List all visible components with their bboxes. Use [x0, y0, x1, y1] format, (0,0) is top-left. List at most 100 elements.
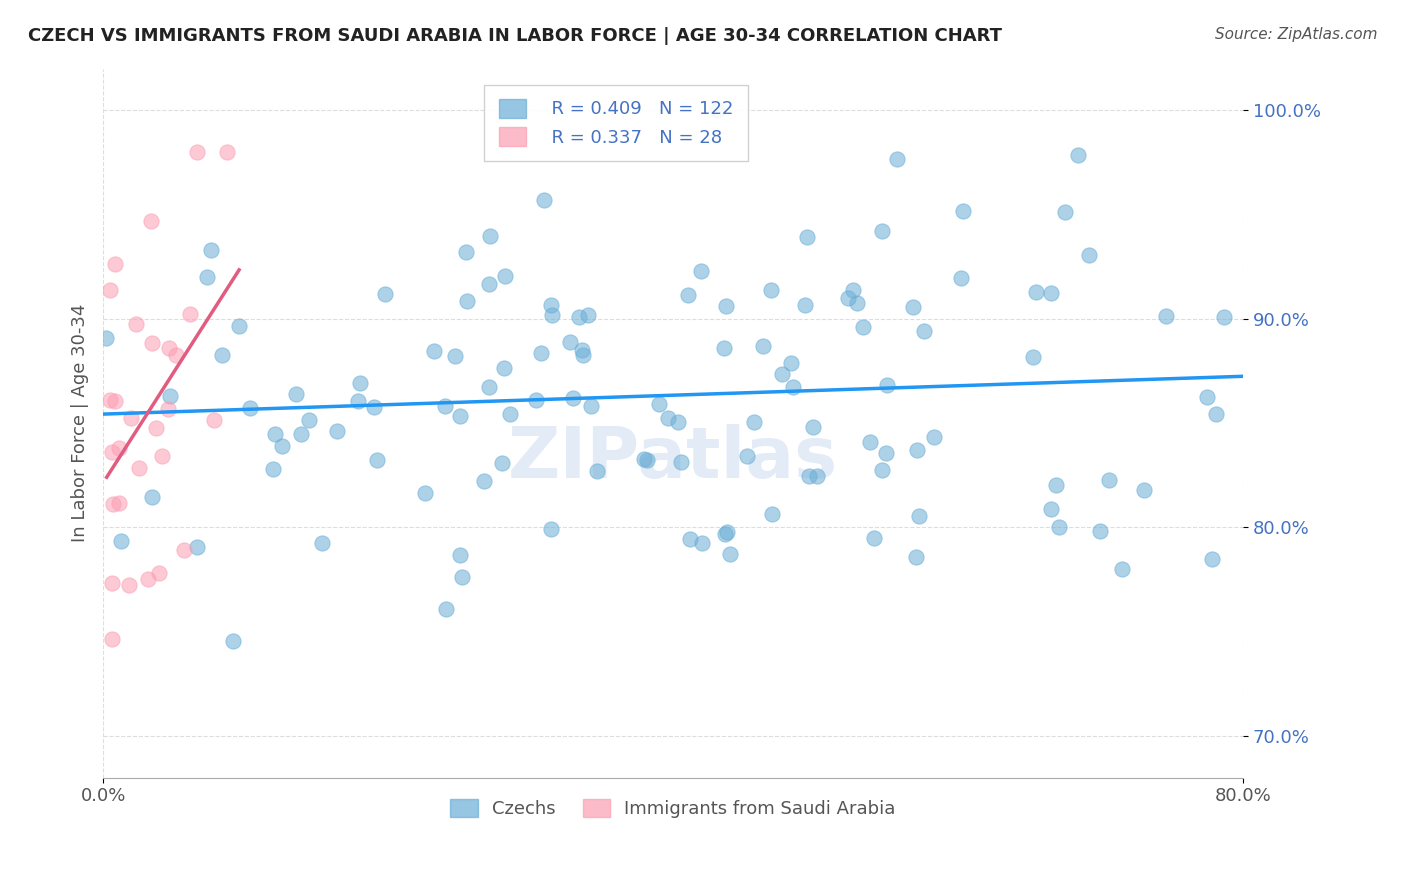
Point — [478, 277, 501, 291]
Point — [222, 634, 245, 648]
Point — [1022, 350, 1045, 364]
Point — [666, 415, 689, 429]
Point — [744, 415, 766, 429]
Point — [1025, 285, 1047, 299]
Point — [103, 257, 125, 271]
Point — [262, 461, 284, 475]
Point — [478, 228, 501, 243]
Point — [1045, 478, 1067, 492]
Point — [714, 527, 737, 541]
Point — [456, 293, 478, 308]
Point — [101, 576, 124, 591]
Point — [1133, 483, 1156, 498]
Point — [530, 346, 553, 360]
Point — [633, 451, 655, 466]
Point — [901, 301, 924, 315]
Point — [806, 469, 828, 483]
Point — [374, 286, 396, 301]
Point — [886, 153, 908, 167]
Point — [657, 410, 679, 425]
Point — [108, 441, 131, 455]
Point — [568, 310, 591, 325]
Point — [576, 309, 599, 323]
Point — [103, 394, 125, 409]
Point — [842, 283, 865, 297]
Point — [492, 360, 515, 375]
Point — [125, 317, 148, 331]
Point — [472, 474, 495, 488]
Point — [326, 424, 349, 438]
Point — [159, 389, 181, 403]
Point — [165, 348, 187, 362]
Point — [366, 452, 388, 467]
Point — [454, 245, 477, 260]
Point — [200, 243, 222, 257]
Point — [751, 339, 773, 353]
Point — [157, 341, 180, 355]
Legend: Czechs, Immigrants from Saudi Arabia: Czechs, Immigrants from Saudi Arabia — [443, 791, 903, 825]
Point — [101, 632, 124, 646]
Point — [1067, 148, 1090, 162]
Point — [690, 536, 713, 550]
Point — [96, 331, 118, 345]
Point — [148, 566, 170, 581]
Point — [780, 356, 803, 370]
Point — [363, 400, 385, 414]
Point — [585, 464, 607, 478]
Point — [572, 348, 595, 362]
Point — [145, 421, 167, 435]
Point — [136, 572, 159, 586]
Text: CZECH VS IMMIGRANTS FROM SAUDI ARABIA IN LABOR FORCE | AGE 30-34 CORRELATION CHA: CZECH VS IMMIGRANTS FROM SAUDI ARABIA IN… — [28, 27, 1002, 45]
Point — [859, 435, 882, 450]
Point — [1077, 248, 1099, 262]
Point — [449, 549, 471, 563]
Point — [264, 426, 287, 441]
Point — [202, 413, 225, 427]
Point — [141, 335, 163, 350]
Point — [141, 213, 163, 227]
Point — [679, 532, 702, 546]
Point — [540, 298, 562, 312]
Point — [648, 397, 671, 411]
Point — [1098, 473, 1121, 487]
Point — [870, 224, 893, 238]
Point — [211, 348, 233, 362]
Point — [98, 392, 121, 407]
Point — [875, 446, 897, 460]
Point — [524, 393, 547, 408]
Point — [796, 230, 818, 244]
Point — [669, 455, 692, 469]
Point — [1039, 286, 1062, 301]
Point — [150, 449, 173, 463]
Point — [478, 380, 501, 394]
Point — [1111, 562, 1133, 576]
Point — [799, 469, 821, 483]
Point — [117, 577, 139, 591]
Point — [1088, 524, 1111, 539]
Point — [451, 570, 474, 584]
Point — [98, 283, 121, 297]
Point — [1212, 310, 1234, 324]
Point — [141, 490, 163, 504]
Point — [347, 394, 370, 409]
Point — [499, 407, 522, 421]
Point — [1053, 204, 1076, 219]
Point — [863, 531, 886, 545]
Text: ZIPatlas: ZIPatlas — [508, 424, 838, 493]
Point — [714, 299, 737, 313]
Point — [716, 524, 738, 539]
Point — [422, 344, 444, 359]
Point — [952, 203, 974, 218]
Point — [801, 419, 824, 434]
Point — [561, 391, 583, 405]
Point — [443, 349, 465, 363]
Point — [713, 341, 735, 355]
Point — [297, 413, 319, 427]
Point — [905, 550, 928, 565]
Point — [558, 335, 581, 350]
Point — [851, 320, 873, 334]
Point — [718, 547, 741, 561]
Point — [912, 324, 935, 338]
Point — [876, 377, 898, 392]
Point — [413, 486, 436, 500]
